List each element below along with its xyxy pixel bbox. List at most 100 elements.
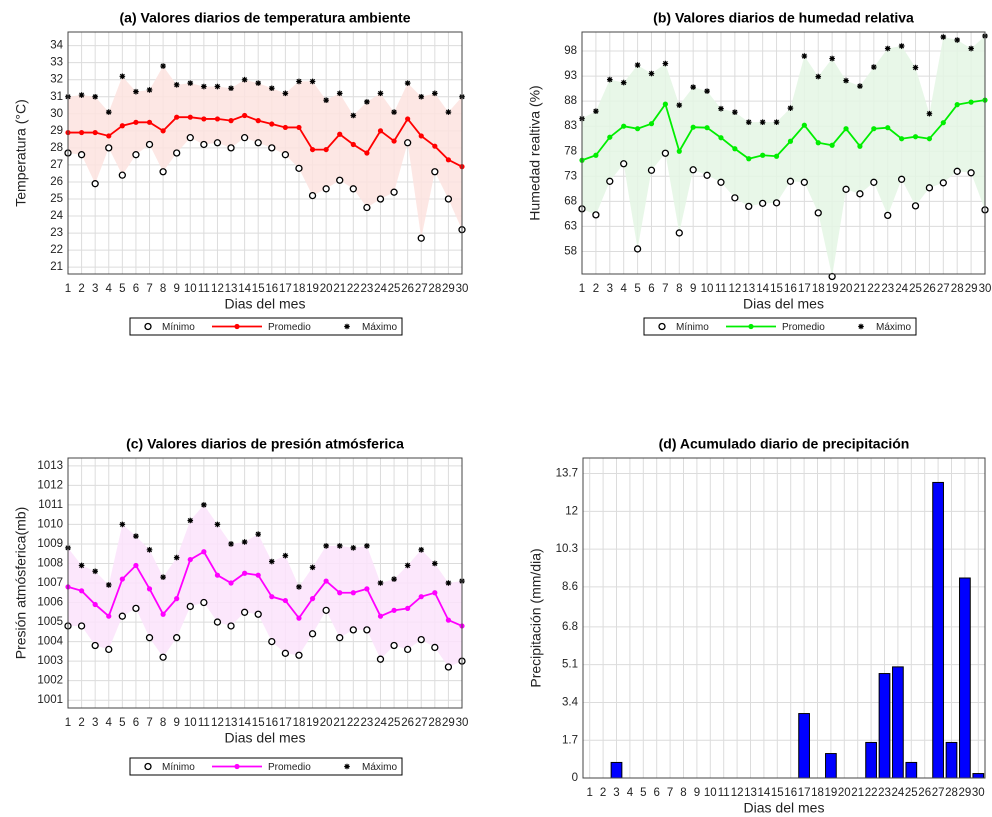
legend-marker xyxy=(234,763,240,770)
max-marker xyxy=(78,562,85,569)
x-tick-label: 6 xyxy=(653,787,659,799)
x-tick-label: 13 xyxy=(225,283,238,295)
x-tick-label: 16 xyxy=(784,283,797,295)
mean-marker xyxy=(885,125,891,131)
x-tick-label: 8 xyxy=(160,283,166,295)
x-tick-label: 6 xyxy=(648,283,654,295)
x-tick-label: 18 xyxy=(811,787,824,799)
max-marker xyxy=(773,119,780,125)
x-tick-label: 29 xyxy=(959,787,972,799)
legend-marker xyxy=(144,762,152,771)
min-marker xyxy=(295,164,303,172)
x-tick-label: 11 xyxy=(718,787,730,799)
min-marker xyxy=(675,229,683,237)
x-tick-label: 23 xyxy=(878,787,891,799)
x-tick-label: 2 xyxy=(600,787,606,799)
y-tick-label: 1007 xyxy=(37,577,63,589)
x-tick-label: 4 xyxy=(627,787,634,799)
y-tick-label: 6.8 xyxy=(562,621,578,633)
min-marker xyxy=(268,144,276,152)
max-marker xyxy=(704,88,710,94)
mean-marker xyxy=(146,586,153,592)
x-tick-label: 15 xyxy=(252,283,265,295)
max-marker xyxy=(228,541,234,547)
max-marker xyxy=(745,119,752,125)
x-tick-label: 22 xyxy=(347,283,360,295)
max-marker xyxy=(404,562,411,569)
mean-marker xyxy=(146,119,153,125)
x-tick-label: 18 xyxy=(812,283,825,295)
x-tick-label: 12 xyxy=(211,283,224,295)
max-marker xyxy=(133,533,139,539)
mean-marker xyxy=(621,123,627,129)
x-tick-label: 28 xyxy=(428,717,441,729)
bar xyxy=(892,666,904,779)
y-tick-label: 1006 xyxy=(37,597,63,609)
x-tick-label: 16 xyxy=(265,283,278,295)
chart-title: (b) Valores diarios de humedad relativa xyxy=(653,10,914,26)
y-tick-label: 31 xyxy=(50,91,63,103)
x-tick-label: 22 xyxy=(865,787,878,799)
max-marker xyxy=(214,83,221,90)
legend-label: Mínimo xyxy=(676,322,709,333)
x-tick-label: 27 xyxy=(415,717,428,729)
mean-marker xyxy=(160,611,166,617)
min-marker xyxy=(77,151,86,159)
min-marker xyxy=(200,598,208,607)
y-tick-label: 22 xyxy=(50,244,63,256)
legend-marker xyxy=(344,763,350,770)
mean-marker xyxy=(899,136,905,142)
mean-marker xyxy=(377,128,384,134)
max-marker xyxy=(690,84,696,90)
x-axis-label: Dias del mes xyxy=(225,730,306,746)
min-marker xyxy=(759,199,767,208)
max-marker xyxy=(759,119,766,125)
y-tick-label: 1005 xyxy=(37,616,63,628)
mean-marker xyxy=(119,576,125,582)
x-tick-label: 8 xyxy=(680,787,686,799)
mean-marker xyxy=(106,133,112,139)
x-tick-label: 11 xyxy=(198,283,210,295)
min-marker xyxy=(173,634,181,642)
chart-title: (a) Valores diarios de temperatura ambie… xyxy=(120,10,411,26)
min-marker xyxy=(173,149,181,157)
max-marker xyxy=(843,77,849,84)
y-tick-label: 13.7 xyxy=(556,468,578,480)
x-tick-label: 7 xyxy=(146,717,152,729)
x-tick-label: 12 xyxy=(211,717,224,729)
y-tick-label: 26 xyxy=(50,176,63,188)
max-marker xyxy=(214,521,221,528)
x-tick-label: 14 xyxy=(758,787,771,799)
mean-marker xyxy=(787,138,794,144)
max-marker xyxy=(391,109,397,115)
y-tick-label: 73 xyxy=(564,170,577,182)
x-tick-label: 10 xyxy=(701,283,714,295)
mean-marker xyxy=(445,157,452,163)
y-tick-label: 1013 xyxy=(37,460,63,472)
x-tick-label: 13 xyxy=(225,717,238,729)
bar xyxy=(798,713,810,779)
min-marker xyxy=(417,234,425,242)
max-marker xyxy=(255,80,262,86)
mean-marker xyxy=(133,562,139,569)
min-marker xyxy=(308,630,317,638)
min-marker xyxy=(417,635,425,644)
x-tick-label: 25 xyxy=(388,283,401,295)
y-tick-label: 1003 xyxy=(37,655,63,667)
mean-marker xyxy=(391,138,397,144)
x-tick-label: 21 xyxy=(333,283,346,295)
chart-title: (c) Valores diarios de presión atmósferi… xyxy=(126,436,404,452)
x-tick-label: 18 xyxy=(293,717,306,729)
min-marker xyxy=(145,634,154,642)
mean-marker xyxy=(174,596,180,602)
x-tick-label: 5 xyxy=(640,787,646,799)
x-tick-label: 23 xyxy=(881,283,894,295)
x-tick-label: 29 xyxy=(442,283,455,295)
min-marker xyxy=(308,191,317,200)
mean-marker xyxy=(242,112,248,119)
max-marker xyxy=(829,55,835,62)
x-tick-label: 9 xyxy=(690,283,696,295)
x-tick-label: 21 xyxy=(851,787,864,799)
min-marker xyxy=(444,195,453,203)
